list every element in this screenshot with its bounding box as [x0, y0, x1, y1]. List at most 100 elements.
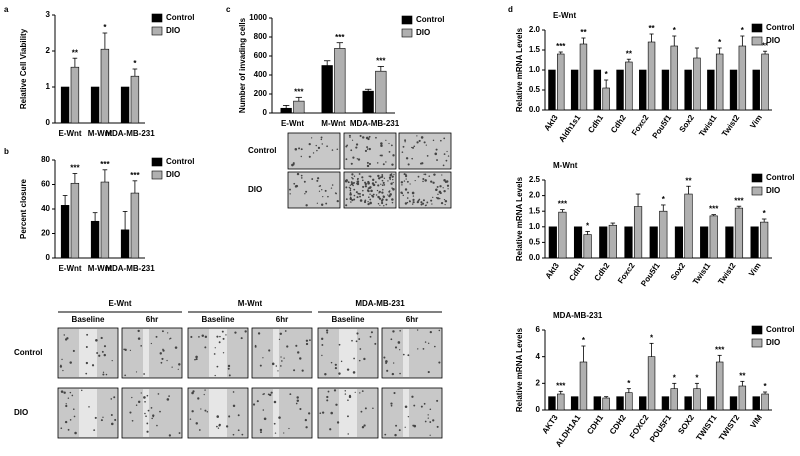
y-tick-label: 1.5: [529, 206, 541, 215]
cell-dot: [331, 184, 334, 186]
y-tick-label: 40: [41, 204, 50, 213]
cell-dot: [340, 360, 343, 363]
cell-dot: [309, 339, 311, 342]
cell-dot: [348, 134, 351, 137]
cell-dot: [288, 427, 290, 430]
micrograph: [381, 387, 443, 439]
cell-dot: [400, 181, 404, 184]
cell-dot: [240, 337, 243, 340]
bar: [734, 207, 744, 259]
bar: [625, 61, 633, 111]
cell-dot: [303, 180, 306, 183]
cell-dot: [355, 143, 359, 146]
cell-dot: [374, 342, 377, 345]
error-bar: [672, 35, 677, 46]
cell-dot: [390, 338, 393, 341]
bar: [738, 45, 747, 111]
cell-dot: [325, 202, 328, 205]
x-tick-label: Twist1: [697, 113, 719, 139]
cell-dot: [317, 177, 320, 180]
cell-dot: [382, 189, 384, 191]
x-tick-label: AKT3: [540, 413, 560, 436]
cell-dot: [386, 369, 389, 372]
cell-dot: [101, 350, 104, 353]
cell-dot: [368, 147, 371, 151]
cell-dot: [95, 338, 98, 342]
cell-dot: [364, 181, 367, 184]
cell-dot: [382, 181, 385, 184]
bar: [684, 396, 692, 411]
cell-dot: [330, 411, 333, 415]
cell-dot: [420, 136, 424, 139]
cell-dot: [178, 432, 181, 435]
cell-dot: [281, 360, 283, 362]
cell-dot: [305, 190, 308, 193]
error-bar: [686, 185, 691, 195]
cell-dot: [368, 162, 372, 166]
cell-dot: [271, 362, 275, 366]
y-tick-label: 1.0: [529, 222, 541, 231]
significance: **: [648, 24, 655, 33]
cell-dot: [102, 373, 105, 376]
bar: [661, 69, 670, 111]
bar: [70, 182, 80, 259]
cell-dot: [140, 345, 142, 347]
bar: [583, 234, 592, 259]
cell-dot: [295, 344, 298, 347]
cell-dot: [370, 331, 373, 334]
cell-dot: [387, 180, 389, 182]
cell-dot: [273, 400, 277, 404]
significance: *: [650, 333, 654, 342]
cell-dot: [320, 136, 323, 139]
cell-dot: [356, 196, 359, 199]
cell-dot: [308, 412, 311, 415]
cell-dot: [417, 199, 420, 202]
legend-swatch: [751, 36, 763, 46]
cell-dot: [74, 431, 77, 435]
cell-dot: [367, 201, 369, 203]
cell-dot: [412, 424, 415, 427]
cell-dot: [283, 432, 285, 434]
bar: [761, 53, 769, 111]
bar: [557, 393, 565, 411]
cell-dot: [326, 399, 329, 402]
bar: [649, 226, 658, 259]
cell-dot: [69, 419, 72, 421]
cell-dot: [178, 363, 181, 366]
bar: [100, 48, 110, 124]
cell-dot: [384, 433, 387, 436]
legend-label: Control: [766, 173, 794, 182]
cell-dot: [329, 428, 332, 431]
cell-dot: [427, 342, 430, 344]
cell-dot: [362, 189, 364, 192]
cell-dot: [279, 365, 282, 367]
wound-gap: [339, 389, 357, 437]
cell-dot: [351, 173, 354, 176]
wound-gap: [403, 329, 409, 377]
image-group-label: M-Wnt: [238, 299, 263, 308]
error-bar: [711, 214, 716, 216]
cell-dot: [310, 137, 313, 139]
cell-dot: [420, 203, 423, 206]
bar: [70, 66, 80, 124]
cell-dot: [349, 184, 351, 186]
cell-dot: [100, 336, 103, 340]
x-tick-label: FOXC2: [628, 413, 651, 440]
bar: [661, 396, 670, 411]
cell-dot: [399, 349, 401, 351]
x-tick-label: POU5F1: [648, 413, 674, 444]
significance: *: [763, 209, 767, 218]
cell-dot: [293, 163, 295, 166]
bar: [670, 45, 678, 111]
x-tick-label: Aldh1s1: [557, 113, 583, 144]
bar: [625, 392, 633, 411]
x-tick-label: Cdh2: [593, 261, 612, 283]
cell-dot: [100, 419, 103, 422]
y-tick-label: 2.0: [529, 25, 541, 34]
error-bar: [72, 173, 78, 184]
significance: ***: [130, 171, 140, 180]
cell-dot: [369, 198, 372, 201]
cell-dot: [262, 357, 264, 359]
cell-dot: [377, 184, 380, 187]
